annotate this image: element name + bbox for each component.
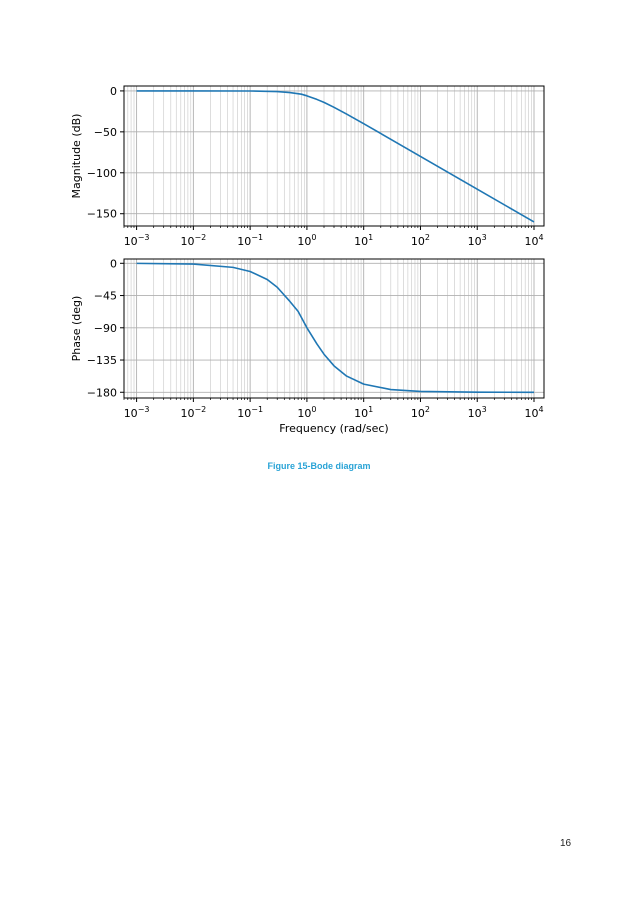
series-line [136,262,535,394]
x-tick-label: 10−2 [180,233,206,248]
y-tick-label: −90 [94,322,117,335]
x-tick-label: 102 [411,405,430,420]
series-line [136,90,535,223]
x-tick-label: 100 [297,405,316,420]
y-axis-label: Phase (deg) [70,296,83,362]
x-tick-label: 102 [411,233,430,248]
x-tick-label: 10−3 [124,233,150,248]
x-tick-label: 101 [354,405,373,420]
x-tick-label: 103 [468,405,487,420]
x-tick-label: 100 [297,233,316,248]
y-tick-label: −50 [94,126,117,139]
y-tick-label: 0 [110,257,117,270]
y-tick-label: −150 [87,208,117,221]
page-number: 16 [560,838,572,849]
y-tick-label: 0 [110,85,117,98]
x-tick-label: 10−1 [237,405,263,420]
magnitude-plot: 10−3 10−2 10−1 100 101 102 103 104 0 −50 −100 −150 M… [70,85,545,248]
x-tick-label: 103 [468,233,487,248]
x-tick-label: 10−3 [124,405,150,420]
figure-caption: Figure 15-Bode diagram [267,461,371,471]
x-tick-label: 10−2 [180,405,206,420]
y-tick-label: −100 [87,167,117,180]
x-axis-label: Frequency (rad/sec) [279,422,388,435]
phase-plot: 10−3 10−2 10−1 100 101 102 103 104 0 −45 −90 −135 −1… [70,257,545,435]
x-tick-label: 101 [354,233,373,248]
x-tick-label: 10−1 [237,233,263,248]
y-tick-label: −45 [94,290,117,303]
x-tick-label: 104 [524,233,543,248]
y-tick-label: −135 [87,354,117,367]
y-tick-label: −180 [87,386,117,399]
x-tick-label: 104 [524,405,543,420]
y-axis-label: Magnitude (dB) [70,114,83,199]
